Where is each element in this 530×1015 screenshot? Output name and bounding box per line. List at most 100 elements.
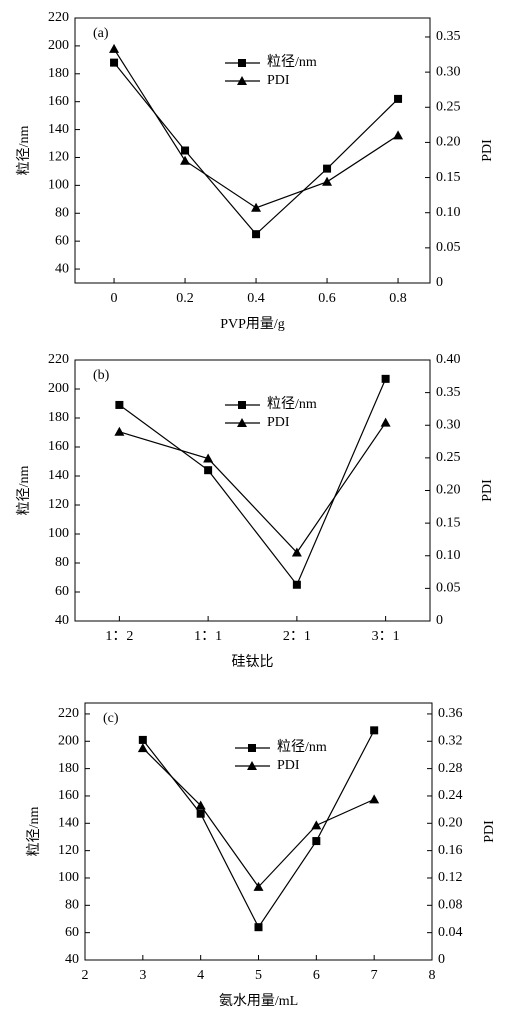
data-point bbox=[109, 43, 120, 53]
data-point bbox=[381, 374, 390, 383]
y2-tick-label: 0.35 bbox=[436, 385, 461, 400]
y-tick-label: 60 bbox=[65, 925, 79, 940]
y-axis-title: 粒径/nm bbox=[16, 466, 32, 516]
y2-tick-label: 0.25 bbox=[436, 99, 461, 114]
y2-tick-label: 0 bbox=[436, 613, 443, 628]
y2-tick-label: 0.15 bbox=[436, 515, 461, 530]
y-axis-title: 粒径/nm bbox=[26, 807, 42, 857]
y2-tick-label: 0.35 bbox=[436, 29, 461, 44]
panel-label: (b) bbox=[93, 368, 110, 383]
panel-label: (c) bbox=[103, 711, 119, 726]
x-tick-label: 1：1 bbox=[194, 629, 222, 644]
data-point bbox=[196, 809, 205, 818]
y-tick-label: 200 bbox=[58, 733, 79, 748]
series-line bbox=[142, 730, 375, 929]
x-axis-title: PVP用量/g bbox=[220, 316, 285, 332]
legend-label: PDI bbox=[267, 73, 290, 88]
y-tick-label: 100 bbox=[58, 870, 79, 885]
data-point bbox=[369, 794, 380, 804]
x-tick-label: 5 bbox=[255, 968, 262, 983]
y-tick-label: 160 bbox=[58, 788, 79, 803]
y2-tick-label: 0.08 bbox=[438, 898, 463, 913]
x-tick-label: 4 bbox=[197, 968, 204, 983]
x-tick-label: 8 bbox=[429, 968, 436, 983]
y-tick-label: 60 bbox=[55, 233, 69, 248]
data-point bbox=[254, 923, 263, 932]
x-tick-label: 0.6 bbox=[318, 291, 336, 306]
y-tick-label: 160 bbox=[48, 94, 69, 109]
x-tick-label: 2 bbox=[82, 968, 89, 983]
data-point bbox=[138, 735, 147, 744]
y-tick-label: 180 bbox=[48, 410, 69, 425]
y2-tick-label: 0.05 bbox=[436, 240, 461, 255]
y2-tick-label: 0.30 bbox=[436, 64, 461, 79]
legend-marker bbox=[248, 744, 256, 752]
x-tick-label: 0.2 bbox=[176, 291, 194, 306]
y2-tick-label: 0.16 bbox=[438, 843, 463, 858]
y2-tick-label: 0.24 bbox=[438, 788, 463, 803]
plot-frame bbox=[84, 702, 433, 961]
y-tick-label: 200 bbox=[48, 381, 69, 396]
data-point bbox=[115, 400, 124, 409]
y-tick-label: 220 bbox=[58, 706, 79, 721]
data-point bbox=[203, 453, 214, 463]
data-point bbox=[393, 130, 404, 140]
y-tick-label: 60 bbox=[55, 584, 69, 599]
data-point bbox=[370, 726, 379, 735]
y-axis-title: 粒径/nm bbox=[16, 126, 32, 176]
y2-tick-label: 0.12 bbox=[438, 870, 463, 885]
y-tick-label: 80 bbox=[55, 555, 69, 570]
data-point bbox=[252, 230, 261, 239]
y2-tick-label: 0.40 bbox=[436, 352, 461, 367]
legend-marker bbox=[238, 401, 246, 409]
y-tick-label: 140 bbox=[48, 122, 69, 137]
y-tick-label: 80 bbox=[65, 898, 79, 913]
x-tick-label: 3 bbox=[139, 968, 146, 983]
series-line bbox=[142, 747, 375, 888]
y-tick-label: 180 bbox=[58, 761, 79, 776]
data-point bbox=[114, 426, 125, 436]
data-point bbox=[137, 743, 148, 753]
y2-tick-label: 0.15 bbox=[436, 170, 461, 185]
x-tick-label: 0 bbox=[111, 291, 118, 306]
x-axis-title: 氨水用量/mL bbox=[219, 993, 298, 1009]
y-tick-label: 220 bbox=[48, 352, 69, 367]
y2-axis-title: PDI bbox=[482, 820, 497, 843]
data-point bbox=[291, 547, 302, 557]
y2-tick-label: 0.05 bbox=[436, 581, 461, 596]
x-tick-label: 1：2 bbox=[105, 629, 133, 644]
y2-tick-label: 0.20 bbox=[438, 816, 463, 831]
y2-tick-label: 0.20 bbox=[436, 135, 461, 150]
y-tick-label: 120 bbox=[58, 843, 79, 858]
y-tick-label: 200 bbox=[48, 38, 69, 53]
y-tick-label: 180 bbox=[48, 66, 69, 81]
legend-label: 粒径/nm bbox=[267, 54, 317, 70]
y-tick-label: 40 bbox=[65, 952, 79, 967]
y-tick-label: 120 bbox=[48, 497, 69, 512]
data-point bbox=[322, 176, 333, 186]
x-tick-label: 2：1 bbox=[283, 629, 311, 644]
y2-tick-label: 0.20 bbox=[436, 483, 461, 498]
y-tick-label: 40 bbox=[55, 261, 69, 276]
y-tick-label: 40 bbox=[55, 613, 69, 628]
data-point bbox=[110, 58, 119, 67]
legend-marker bbox=[238, 59, 246, 67]
y2-tick-label: 0.04 bbox=[438, 925, 463, 940]
y2-tick-label: 0.32 bbox=[438, 733, 463, 748]
legend-label: PDI bbox=[267, 415, 290, 430]
series-line bbox=[119, 378, 387, 586]
y-tick-label: 120 bbox=[48, 150, 69, 165]
data-point bbox=[253, 881, 264, 891]
data-point bbox=[180, 155, 191, 165]
y2-tick-label: 0 bbox=[438, 952, 445, 967]
y2-tick-label: 0.10 bbox=[436, 548, 461, 563]
series-line bbox=[113, 48, 399, 209]
x-tick-label: 6 bbox=[313, 968, 320, 983]
data-point bbox=[311, 820, 322, 830]
y2-tick-label: 0.10 bbox=[436, 205, 461, 220]
x-tick-label: 0.8 bbox=[389, 291, 407, 306]
legend-marker bbox=[247, 761, 257, 770]
y2-tick-label: 0.30 bbox=[436, 417, 461, 432]
x-tick-label: 7 bbox=[371, 968, 378, 983]
